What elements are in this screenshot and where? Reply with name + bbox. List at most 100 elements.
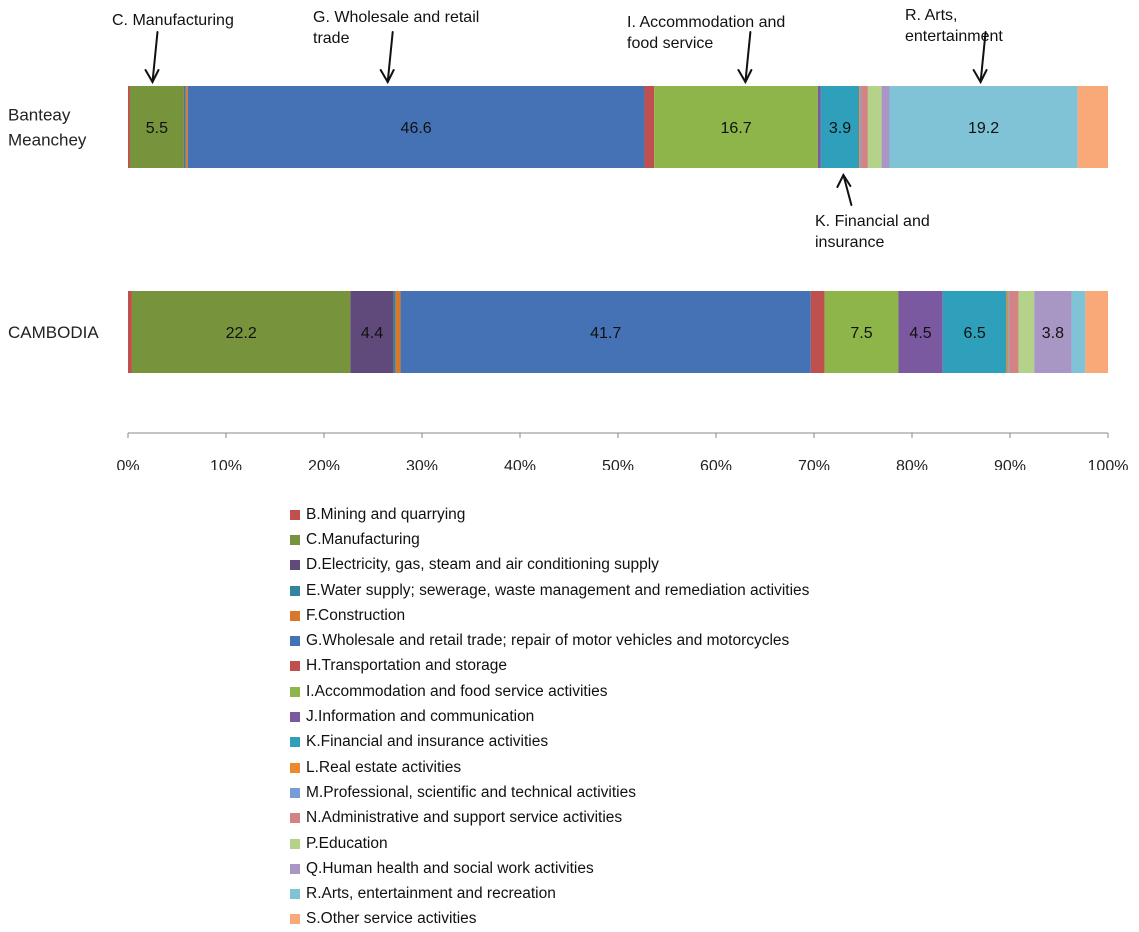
legend-item: K.Financial and insurance activities bbox=[290, 730, 1050, 755]
bar-segment bbox=[654, 86, 818, 168]
bar-segment bbox=[187, 86, 645, 168]
bar-segment bbox=[1006, 291, 1009, 373]
bar-segment bbox=[184, 86, 186, 168]
x-tick-label: 40% bbox=[504, 458, 536, 470]
legend-swatch bbox=[290, 686, 300, 697]
data-label: 7.5 bbox=[850, 325, 872, 342]
legend-item: N.Administrative and support service act… bbox=[290, 806, 1050, 831]
data-label: 3.9 bbox=[829, 120, 851, 137]
legend-label: M.Professional, scientific and technical… bbox=[306, 783, 636, 801]
legend-swatch bbox=[290, 560, 300, 571]
x-tick-label: 70% bbox=[798, 458, 830, 470]
data-label: 16.7 bbox=[721, 120, 752, 137]
legend-label: H.Transportation and storage bbox=[306, 657, 508, 675]
bar-segment bbox=[859, 86, 861, 168]
bar-segment bbox=[131, 291, 351, 373]
legend-swatch bbox=[290, 914, 300, 925]
bar-segment bbox=[824, 291, 899, 373]
legend-swatch bbox=[290, 661, 300, 672]
legend-label: E.Water supply; sewerage, waste manageme… bbox=[306, 581, 810, 599]
legend-label: F.Construction bbox=[306, 606, 406, 624]
bar-segment bbox=[1085, 291, 1108, 373]
bar-segment bbox=[395, 291, 401, 373]
bar-segment bbox=[1071, 291, 1086, 373]
legend-item: G.Wholesale and retail trade; repair of … bbox=[290, 628, 1050, 653]
bar-segment bbox=[1077, 86, 1108, 168]
legend-item: D.Electricity, gas, steam and air condit… bbox=[290, 553, 1050, 578]
x-tick-label: 20% bbox=[308, 458, 340, 470]
legend-item: R.Arts, entertainment and recreation bbox=[290, 881, 1050, 906]
bar-segment bbox=[942, 291, 1007, 373]
bar-segment bbox=[1034, 291, 1072, 373]
data-label: 6.5 bbox=[964, 325, 986, 342]
legend-label: C.Manufacturing bbox=[306, 530, 420, 548]
legend-item: Q.Human health and social work activitie… bbox=[290, 856, 1050, 881]
x-tick-label: 0% bbox=[116, 458, 139, 470]
bar-segment bbox=[817, 86, 821, 168]
annotation-label: G. Wholesale and retail trade bbox=[313, 9, 479, 47]
bar-segment bbox=[644, 86, 655, 168]
bar-segment bbox=[1018, 291, 1035, 373]
bar-segment bbox=[867, 86, 882, 168]
x-tick-label: 30% bbox=[406, 458, 438, 470]
legend-swatch bbox=[290, 787, 300, 798]
legend-label: J.Information and communication bbox=[306, 708, 535, 726]
x-tick-label: 10% bbox=[210, 458, 242, 470]
category-label: Banteay Meanchey bbox=[8, 106, 87, 150]
legend-swatch bbox=[290, 863, 300, 874]
annotation-arrow bbox=[737, 31, 753, 85]
legend-label: G.Wholesale and retail trade; repair of … bbox=[306, 632, 790, 650]
annotation-label: K. Financial and insurance bbox=[815, 213, 930, 251]
legend-label: R.Arts, entertainment and recreation bbox=[306, 885, 556, 903]
legend-label: D.Electricity, gas, steam and air condit… bbox=[306, 556, 659, 574]
data-label: 4.4 bbox=[361, 325, 383, 342]
legend-swatch bbox=[290, 889, 300, 900]
legend-item: E.Water supply; sewerage, waste manageme… bbox=[290, 578, 1050, 603]
legend-item: M.Professional, scientific and technical… bbox=[290, 780, 1050, 805]
annotation-label: I. Accommodation and food service bbox=[627, 14, 785, 52]
bar-segment bbox=[881, 86, 890, 168]
bar-segment bbox=[898, 291, 943, 373]
legend-label: S.Other service activities bbox=[306, 910, 477, 928]
legend-label: Q.Human health and social work activitie… bbox=[306, 859, 594, 877]
bar-segment bbox=[183, 86, 185, 168]
annotation-label: R. Arts, entertainment bbox=[905, 7, 1003, 45]
annotation-label: C. Manufacturing bbox=[112, 12, 234, 29]
chart-legend: B.Mining and quarrying C.Manufacturing D.E… bbox=[290, 502, 1050, 932]
legend-swatch bbox=[290, 610, 300, 621]
data-label: 41.7 bbox=[590, 325, 621, 342]
data-label: 19.2 bbox=[968, 120, 999, 137]
bar-segment bbox=[129, 86, 184, 168]
legend-item: J.Information and communication bbox=[290, 704, 1050, 729]
bar-segment bbox=[393, 291, 396, 373]
legend-label: K.Financial and insurance activities bbox=[306, 733, 549, 751]
x-tick-label: 90% bbox=[994, 458, 1026, 470]
bar-segment bbox=[860, 86, 862, 168]
legend-item: P.Education bbox=[290, 831, 1050, 856]
bar-segment bbox=[128, 86, 130, 168]
legend-label: P.Education bbox=[306, 834, 388, 852]
bar-segment bbox=[861, 86, 868, 168]
bar-segment bbox=[1008, 291, 1010, 373]
x-tick-label: 100% bbox=[1088, 458, 1129, 470]
data-label: 5.5 bbox=[146, 120, 168, 137]
data-label: 4.5 bbox=[909, 325, 931, 342]
legend-label: L.Real estate activities bbox=[306, 758, 462, 776]
legend-swatch bbox=[290, 509, 300, 520]
bar-segment bbox=[810, 291, 825, 373]
legend-item: H.Transportation and storage bbox=[290, 654, 1050, 679]
stacked-bar-chart: 5.5 46.6 16.7 3.9 19.2 22.2 4.4 41.7 7.5 4.5 6.5 3.… bbox=[8, 7, 1129, 470]
annotation-arrow bbox=[972, 31, 988, 85]
legend-label: N.Administrative and support service act… bbox=[306, 809, 623, 827]
bar-segment bbox=[185, 86, 188, 168]
legend-item: F.Construction bbox=[290, 603, 1050, 628]
bar-segment bbox=[820, 86, 860, 168]
bar-segment bbox=[1009, 291, 1019, 373]
bar-segment bbox=[400, 291, 811, 373]
data-label: 46.6 bbox=[401, 120, 432, 137]
legend-item: S.Other service activities bbox=[290, 907, 1050, 932]
category-label: CAMBODIA bbox=[8, 323, 99, 342]
bar-segment bbox=[350, 291, 394, 373]
annotation-arrow bbox=[144, 31, 160, 85]
legend-item: L.Real estate activities bbox=[290, 755, 1050, 780]
